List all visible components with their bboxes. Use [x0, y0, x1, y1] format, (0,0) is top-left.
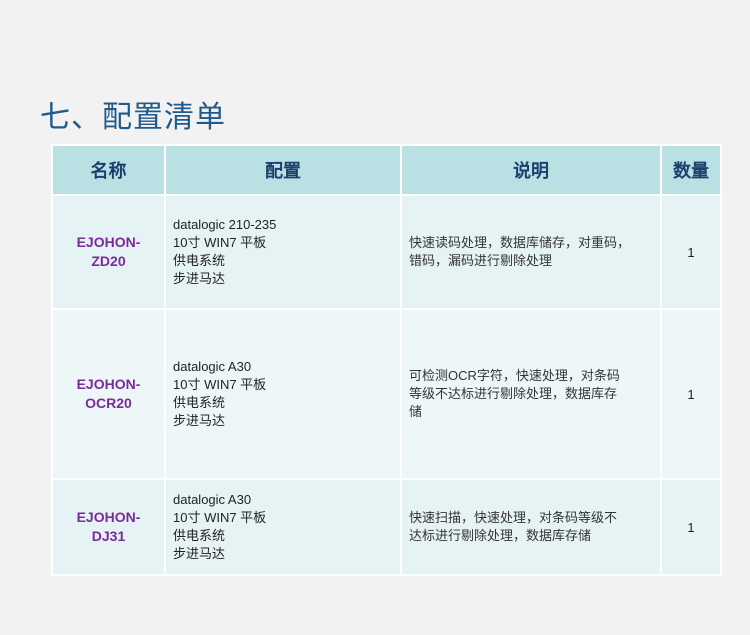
product-name-line: ZD20	[91, 253, 126, 269]
product-quantity: 1	[662, 310, 720, 478]
product-description-line: 达标进行剔除处理，数据库存储	[409, 528, 592, 543]
header-name: 名称	[53, 146, 164, 194]
product-config-line: datalogic A30	[173, 359, 252, 374]
product-quantity: 1	[662, 196, 720, 308]
product-config-line: 供电系统	[173, 253, 226, 268]
config-table: 名称 配置 说明 数量 EJOHON- ZD20 datalogic 210-235…	[51, 144, 722, 576]
table-row: EJOHON- OCR20 datalogic A30 10寸 WIN7 平板 供电系统…	[53, 310, 720, 478]
product-description-line: 等级不达标进行剔除处理，数据库存	[409, 386, 618, 401]
product-config: datalogic A30 10寸 WIN7 平板 供电系统步进马达	[166, 310, 400, 478]
product-description-line: 快速扫描，快速处理，对条码等级不	[409, 510, 618, 525]
product-config: datalogic A30 10寸 WIN7 平板 供电系统步进马达	[166, 480, 400, 574]
product-name-line: EJOHON-	[76, 509, 141, 525]
header-quantity: 数量	[662, 146, 720, 194]
product-name-line: EJOHON-	[76, 376, 141, 392]
product-description-line: 错码，漏码进行剔除处理	[409, 253, 553, 268]
product-config-line: 步进马达	[173, 271, 226, 286]
product-config-line: 供电系统	[173, 395, 226, 410]
product-description-line: 可检测OCR字符，快速处理，对条码	[409, 368, 620, 383]
product-config-line: 步进马达	[173, 413, 226, 428]
page-title: 七、配置清单	[40, 100, 226, 135]
product-name-line: EJOHON-	[76, 234, 141, 250]
product-name: EJOHON- ZD20	[53, 196, 164, 308]
product-quantity: 1	[662, 480, 720, 574]
product-config-line: 步进马达	[173, 546, 226, 561]
product-config-line: 10寸 WIN7 平板	[173, 235, 267, 250]
product-config-line: 供电系统	[173, 528, 226, 543]
product-config: datalogic 210-235 10寸 WIN7 平板 供电系统步进马达	[166, 196, 400, 308]
product-config-line: 10寸 WIN7 平板	[173, 377, 267, 392]
product-description: 快速读码处理，数据库储存，对重码， 错码，漏码进行剔除处理	[402, 196, 660, 308]
product-description-line: 快速读码处理，数据库储存，对重码，	[409, 235, 631, 250]
product-config-line: 10寸 WIN7 平板	[173, 510, 267, 525]
product-name: EJOHON- DJ31	[53, 480, 164, 574]
header-description: 说明	[402, 146, 660, 194]
product-description: 快速扫描，快速处理，对条码等级不 达标进行剔除处理，数据库存储	[402, 480, 660, 574]
table-row: EJOHON- ZD20 datalogic 210-235 10寸 WIN7 平板供…	[53, 196, 720, 308]
product-config-line: datalogic 210-235	[173, 217, 277, 232]
product-name-line: DJ31	[91, 528, 126, 544]
table-row: EJOHON- DJ31 datalogic A30 10寸 WIN7 平板 供电系统步…	[53, 480, 720, 574]
header-config: 配置	[166, 146, 400, 194]
product-name: EJOHON- OCR20	[53, 310, 164, 478]
product-description: 可检测OCR字符，快速处理，对条码 等级不达标进行剔除处理，数据库存储	[402, 310, 660, 478]
product-name-line: OCR20	[85, 395, 132, 411]
product-description-line: 储	[409, 404, 423, 419]
product-config-line: datalogic A30	[173, 492, 252, 507]
